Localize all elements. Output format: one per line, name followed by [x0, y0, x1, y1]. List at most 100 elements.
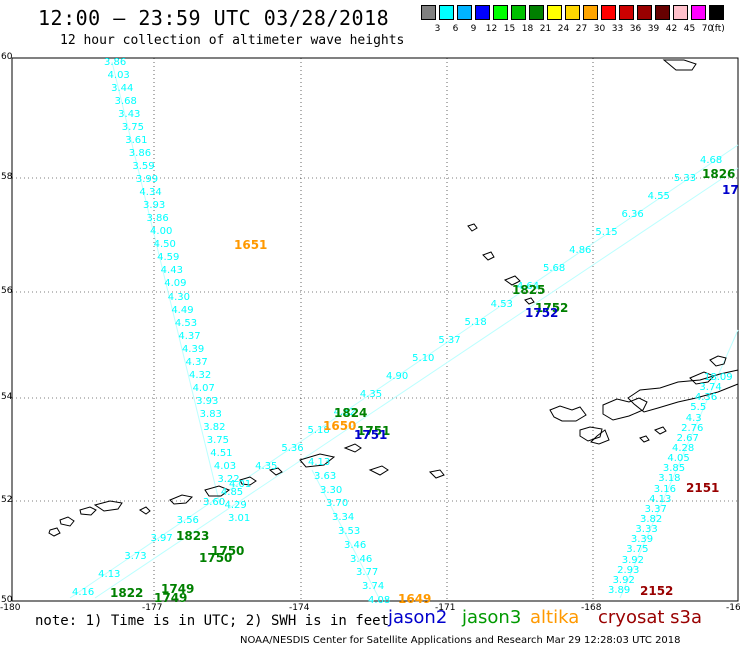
legend-swatch [709, 5, 724, 20]
legend-tick-label: 36 [629, 24, 642, 34]
legend-swatch [637, 5, 652, 20]
latitude-label: 52 [1, 495, 13, 505]
wave-height-value: 4.3 [685, 412, 702, 424]
wave-height-value: 4.35 [359, 389, 383, 400]
wave-height-value: 4.08 [368, 595, 391, 606]
wave-height-value: 4.03 [213, 460, 237, 472]
legend-tick-label: 15 [503, 24, 516, 34]
wave-height-value: 4.37 [185, 356, 208, 368]
wave-height-value: 4.53 [490, 299, 513, 310]
wave-height-value: 4.85 [220, 486, 244, 498]
wave-height-value: 4.05 [667, 453, 690, 465]
mission-label: altika [530, 607, 580, 628]
credit-line: NOAA/NESDIS Center for Satellite Applica… [240, 635, 681, 646]
longitude-label: -16 [726, 603, 740, 613]
legend-tick-label: 9 [470, 24, 477, 34]
legend-tick-label: 21 [539, 24, 552, 34]
wave-height-value: 3.56 [176, 515, 199, 526]
wave-height-value: 4.43 [160, 265, 183, 277]
wave-height-value: 3.46 [344, 539, 367, 551]
wave-height-value: 3.97 [150, 533, 173, 544]
wave-height-value: 3.63 [314, 470, 337, 482]
wave-height-value: 3.86 [104, 57, 127, 68]
wave-height-value: 4.16 [72, 587, 95, 598]
longitude-label: -177 [142, 603, 163, 613]
pass-time-label: 1650 [323, 419, 357, 433]
pass-time-label: 1651 [234, 238, 268, 252]
legend-swatch [475, 5, 490, 20]
wave-height-value: 3.01 [228, 513, 251, 524]
pass-time-label: 1751 [357, 424, 391, 438]
mission-label: cryosat s3a [598, 607, 703, 628]
wave-height-value: 3.86 [146, 213, 169, 225]
wave-height-value: 3.74 [362, 581, 385, 593]
wave-height-value: 4.59 [157, 252, 180, 264]
wave-height-value: 5.68 [543, 263, 566, 274]
track-lines [69, 61, 739, 601]
pass-time-label: 1752 [525, 306, 559, 320]
pass-time-label: 1824 [334, 406, 368, 420]
wave-height-value: 4.86 [569, 245, 592, 256]
wave-height-value: 3.75 [121, 122, 144, 134]
legend-swatch [457, 5, 472, 20]
wave-height-value: 5.36 [281, 443, 304, 454]
wave-height-value: 4.55 [647, 191, 670, 202]
wave-height-value: 4.64 [516, 281, 540, 292]
mission-label: jason2 [388, 607, 448, 628]
wave-height-value: 4.13 [308, 457, 331, 468]
legend-tick-label: 33 [611, 24, 624, 34]
wave-height-value: 3.89 [608, 585, 631, 596]
wave-height-value: 3.92 [621, 554, 644, 566]
wave-height-value: 3.73 [124, 551, 147, 562]
wave-height-value: 18.09 [704, 372, 733, 383]
wave-height-value: 3.39 [630, 534, 654, 546]
wave-height-value: 3.43 [118, 109, 141, 121]
wave-height-value: 3.33 [635, 524, 658, 536]
legend-tick-label: 27 [575, 24, 588, 34]
wave-height-value: 5.18 [464, 317, 487, 328]
legend-swatch [619, 5, 634, 20]
wave-height-value: 3.16 [653, 483, 676, 495]
wave-height-value: 3.77 [356, 567, 379, 579]
pass-time-label: 1750 [199, 551, 233, 565]
legend-swatch [601, 5, 616, 20]
wave-height-value: 3.93 [196, 395, 219, 407]
wave-height-value: 3.99 [135, 174, 159, 186]
longitude-label: -180 [0, 603, 21, 613]
wave-height-value: 5.33 [673, 173, 697, 184]
legend-swatch [421, 5, 436, 20]
longitude-label: -174 [289, 603, 310, 613]
wave-height-value: 3.37 [644, 503, 667, 515]
legend-tick-label: 70 [701, 24, 714, 34]
wave-height-value: 3.44 [111, 83, 134, 95]
wave-height-value: 4.07 [192, 382, 215, 394]
pass-time-label: 1750 [211, 544, 245, 558]
wave-height-value: 2.76 [681, 422, 704, 434]
legend-unit-label: (ft) [711, 24, 725, 34]
legend-swatch [565, 5, 580, 20]
wave-height-value: 3.68 [114, 96, 137, 108]
pass-time-label: 1751 [354, 428, 388, 442]
wave-height-value: 4.52 [333, 407, 356, 418]
legend-swatch [655, 5, 670, 20]
legend-swatch [547, 5, 562, 20]
pass-time-label: 2151 [686, 481, 720, 495]
legend-swatch [439, 5, 454, 20]
wave-height-value: 4.49 [171, 304, 194, 316]
wave-height-value: 3.85 [662, 463, 686, 475]
wave-height-value: 4.30 [167, 291, 191, 303]
wave-height-value: 3.34 [332, 512, 355, 524]
pass-time-label: 1752 [535, 301, 569, 315]
wave-height-value: 3.18 [658, 473, 681, 485]
wave-height-value: 3.92 [612, 574, 635, 586]
wave-height-value: 3.75 [626, 544, 649, 556]
wave-height-value: 4.13 [98, 569, 121, 580]
wave-height-value: 3.61 [125, 135, 148, 147]
wave-height-value: 3.82 [203, 421, 226, 433]
legend-tick-label: 39 [647, 24, 660, 34]
latitude-label: 54 [1, 392, 13, 402]
coastline [48, 59, 739, 537]
legend-swatch [673, 5, 688, 20]
mission-label: jason3 [462, 607, 522, 628]
